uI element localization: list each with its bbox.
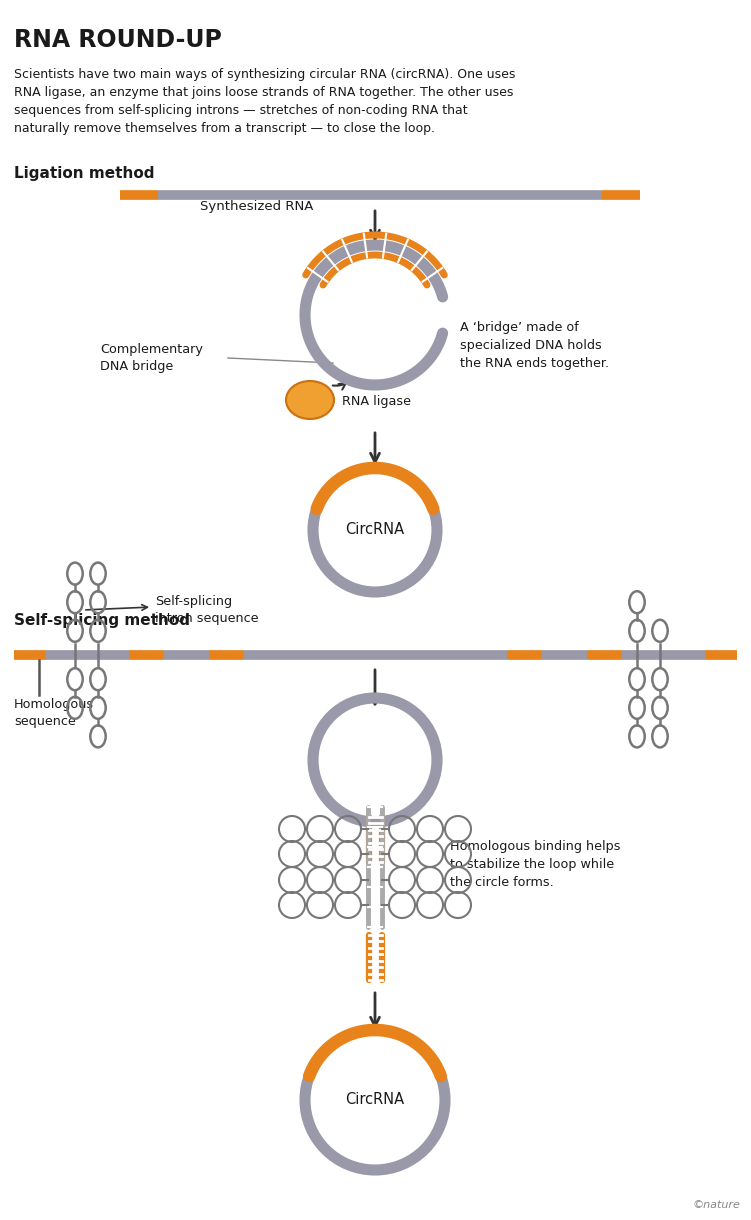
Text: Self-splicing method: Self-splicing method — [14, 612, 190, 628]
Text: Ligation method: Ligation method — [14, 166, 155, 181]
Text: RNA ligase: RNA ligase — [342, 395, 411, 409]
Text: Scientists have two main ways of synthesizing circular RNA (circRNA). One uses
R: Scientists have two main ways of synthes… — [14, 68, 515, 135]
Text: CircRNA: CircRNA — [345, 522, 405, 538]
Text: ©nature: ©nature — [692, 1200, 740, 1210]
Text: CircRNA: CircRNA — [345, 1092, 405, 1108]
Text: RNA ROUND-UP: RNA ROUND-UP — [14, 28, 222, 52]
Text: Homologous
sequence: Homologous sequence — [14, 698, 94, 728]
Text: Homologous binding helps
to stabilize the loop while
the circle forms.: Homologous binding helps to stabilize th… — [450, 841, 620, 889]
Ellipse shape — [286, 381, 334, 418]
Text: Synthesized RNA: Synthesized RNA — [200, 200, 313, 214]
Text: Self-splicing
intron sequence: Self-splicing intron sequence — [155, 595, 258, 625]
Text: A ‘bridge’ made of
specialized DNA holds
the RNA ends together.: A ‘bridge’ made of specialized DNA holds… — [460, 321, 609, 370]
Text: Complementary
DNA bridge: Complementary DNA bridge — [100, 343, 203, 373]
